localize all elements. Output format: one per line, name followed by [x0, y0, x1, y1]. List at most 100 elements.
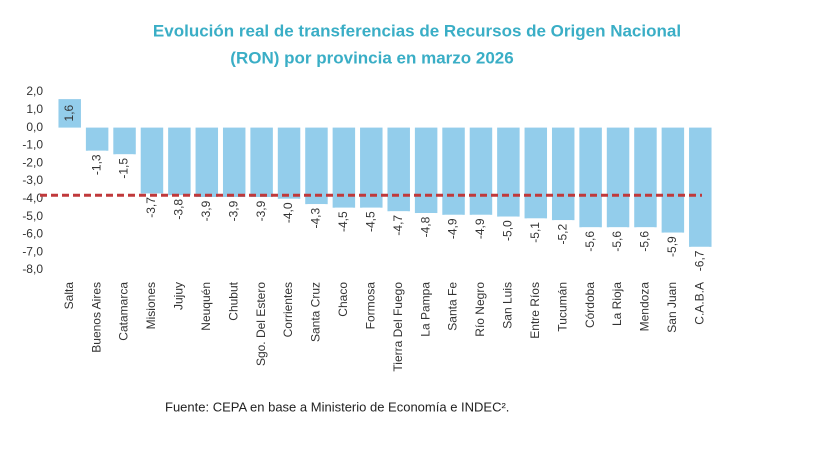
x-tick-label: Chaco	[336, 282, 350, 317]
value-label: -4,3	[309, 207, 323, 228]
x-tick-label: La Rioja	[610, 282, 624, 326]
x-tick-label: Río Negro	[473, 282, 487, 337]
value-label: -4,5	[336, 211, 350, 232]
x-tick-label: Corrientes	[281, 282, 295, 337]
value-label: -4,0	[281, 202, 295, 223]
value-label-box	[88, 150, 107, 179]
value-label: -5,6	[638, 231, 652, 252]
x-tick-label: San Luis	[501, 282, 515, 329]
value-label-box	[307, 204, 326, 233]
x-tick-label: Mendoza	[638, 282, 652, 332]
value-label: -4,7	[391, 215, 405, 236]
y-tick-label: -8,0	[22, 262, 43, 276]
bar	[524, 127, 548, 219]
value-label: -6,7	[692, 250, 706, 271]
x-tick-label: Chubut	[226, 281, 240, 320]
value-label: -3,7	[144, 197, 158, 218]
bar	[250, 127, 273, 198]
x-tick-label: Santa Cruz	[309, 282, 323, 342]
x-tick-label: Sgo. Del Estero	[254, 282, 268, 366]
value-label: -5,6	[583, 231, 597, 252]
value-label-box	[362, 207, 381, 236]
value-label-box	[444, 214, 463, 243]
y-tick-label: -2,0	[22, 155, 43, 169]
value-label-box	[334, 207, 353, 236]
x-tick-label: Tierra Del Fuego	[391, 282, 405, 372]
value-label-box	[636, 227, 655, 256]
value-label-box	[280, 198, 299, 227]
x-tick-label: Entre Ríos	[528, 282, 542, 339]
value-label-box	[581, 227, 600, 256]
value-label-box	[389, 211, 408, 240]
value-label: 1,6	[62, 104, 76, 121]
value-label-box	[691, 246, 710, 275]
x-tick-label: Catamarca	[117, 282, 131, 341]
bar	[661, 127, 685, 233]
value-label-box	[170, 195, 189, 224]
value-label: -4,8	[418, 216, 432, 237]
value-label: -5,2	[555, 223, 569, 244]
value-label: -1,3	[89, 154, 103, 175]
x-tick-label: San Juan	[665, 282, 679, 333]
y-tick-label: 1,0	[26, 102, 43, 116]
bar	[634, 127, 657, 228]
bar	[222, 127, 246, 198]
x-tick-label: Buenos Aires	[89, 282, 103, 353]
y-tick-label: 2,0	[26, 84, 43, 98]
value-label: -4,9	[446, 218, 460, 239]
bar	[113, 127, 136, 155]
source-note: Fuente: CEPA en base a Ministerio de Eco…	[165, 399, 509, 414]
value-label: -3,9	[254, 200, 268, 221]
value-label-box	[526, 218, 545, 247]
x-tick-label: Misiones	[144, 282, 158, 329]
y-tick-label: -3,0	[22, 173, 43, 187]
value-label: -3,9	[226, 200, 240, 221]
bar	[360, 127, 383, 208]
value-label: -5,6	[610, 231, 624, 252]
bar	[579, 127, 602, 228]
chart-subtitle: (RON) por provincia en marzo 2026	[230, 48, 513, 67]
value-label-box	[115, 154, 134, 183]
x-tick-label: Salta	[62, 282, 76, 310]
value-label: -5,9	[665, 236, 679, 257]
value-label: -5,0	[501, 220, 515, 241]
x-tick-label: Tucumán	[555, 282, 569, 332]
value-label: -4,5	[363, 211, 377, 232]
value-label-box	[252, 197, 271, 226]
value-label-box	[554, 220, 573, 249]
x-tick-label: Santa Fe	[446, 282, 460, 331]
y-tick-label: 0,0	[26, 120, 43, 134]
value-label-box	[197, 197, 216, 226]
bar	[168, 127, 191, 196]
y-tick-label: -1,0	[22, 138, 43, 152]
bar	[414, 127, 438, 214]
bar	[497, 127, 520, 217]
value-label: -3,9	[199, 200, 213, 221]
value-label: -5,1	[528, 222, 542, 243]
bar	[195, 127, 219, 198]
bar	[85, 127, 109, 151]
bar	[387, 127, 410, 212]
x-tick-label: La Pampa	[418, 282, 432, 337]
value-label-box	[471, 214, 490, 243]
bar	[277, 127, 301, 199]
bar	[606, 127, 630, 228]
value-label-box	[663, 232, 682, 261]
y-tick-label: -5,0	[22, 209, 43, 223]
value-label-box	[499, 216, 518, 245]
bar	[689, 127, 712, 247]
x-tick-label: C.A.B.A	[692, 282, 706, 325]
value-label: -1,5	[117, 158, 131, 179]
value-label: -3,8	[172, 199, 186, 220]
chart-title: Evolución real de transferencias de Recu…	[153, 21, 681, 40]
y-tick-label: -6,0	[22, 227, 43, 241]
x-tick-label: Jujuy	[172, 282, 186, 310]
x-tick-label: Córdoba	[583, 282, 597, 328]
x-tick-label: Neuquén	[199, 282, 213, 331]
value-label-box	[417, 213, 436, 242]
bar	[305, 127, 328, 205]
value-label-box	[609, 227, 628, 256]
y-tick-label: -4,0	[22, 191, 43, 205]
value-label: -4,9	[473, 218, 487, 239]
